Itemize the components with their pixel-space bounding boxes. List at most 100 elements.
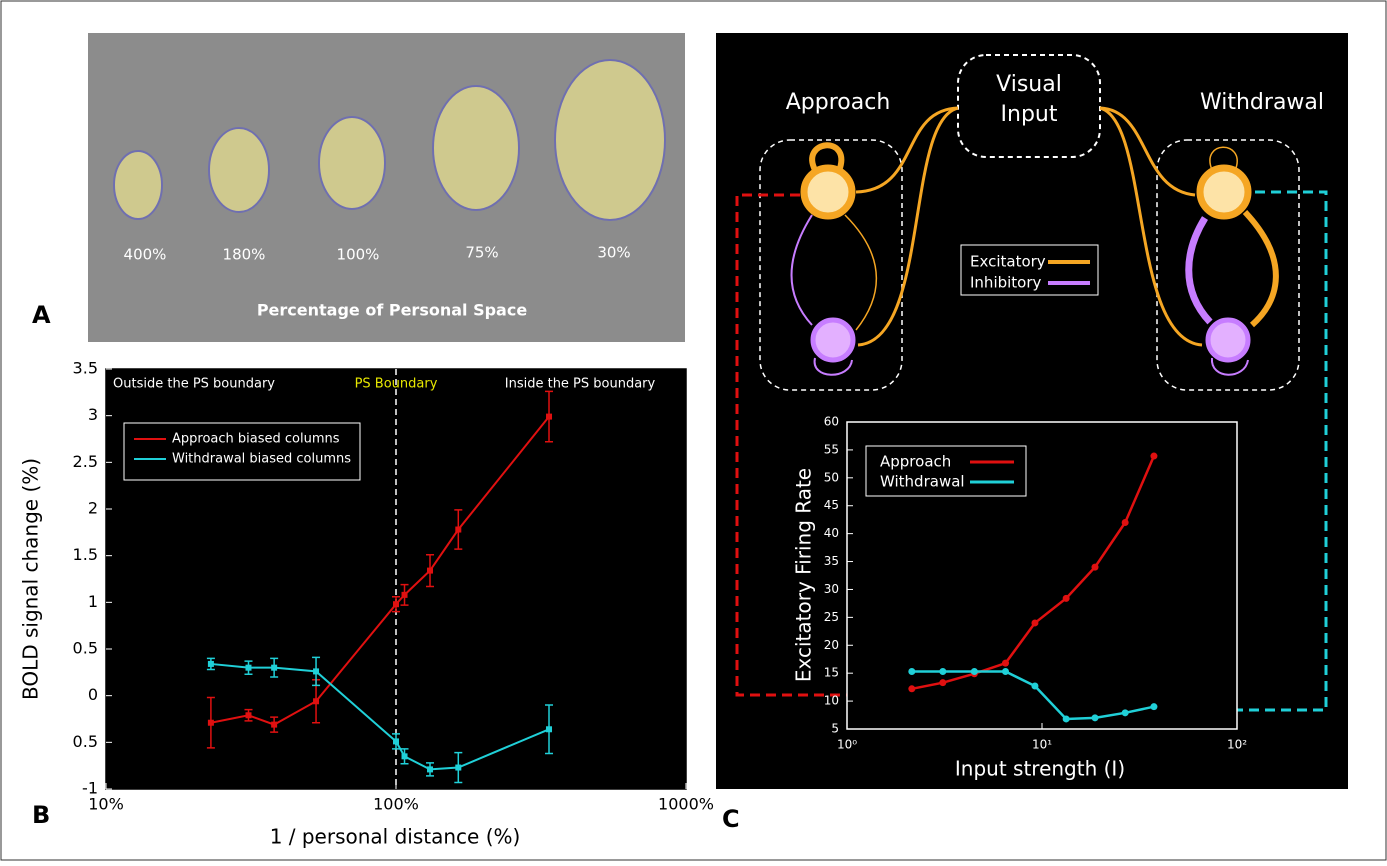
point [393,601,399,608]
x-tick-label: 100% [373,795,419,814]
face [113,150,163,220]
y-tick-label: 20 [824,638,839,652]
self-loop [1209,146,1238,171]
point [207,719,214,726]
annotation: PS Boundary [355,377,438,392]
point [455,764,462,771]
face-label: 75% [465,244,498,262]
point [1031,682,1039,690]
point [271,664,278,671]
point [207,660,214,667]
legend-box [865,445,1027,497]
face-label: 180% [223,246,266,264]
diagram-legend [960,244,1099,296]
inhibitory-neuron [810,317,856,363]
y-tick-label: 0 [88,685,98,704]
point [427,567,434,574]
annotation: Inside the PS boundary [505,377,656,392]
point [245,664,252,671]
panel-label: B [32,801,50,829]
panel-a-caption: Percentage of Personal Space [257,301,528,320]
self-loop [813,357,853,376]
point [546,413,553,420]
point [313,698,320,705]
point [1121,518,1129,526]
point [546,726,553,733]
y-tick-label: 30 [824,582,839,596]
cyan-connector [1208,190,1328,712]
point [908,668,916,676]
y-tick-label: 2.5 [73,452,98,471]
legend-box [123,422,361,481]
link [855,106,959,194]
y-tick-label: 0.5 [73,732,98,751]
panel-label: C [722,805,740,833]
y-tick-label: 15 [824,666,839,680]
annotation: Outside the PS boundary [113,377,275,392]
point [1121,709,1129,717]
inhibitory-links [790,214,1249,376]
group-box [759,139,903,391]
legend-label: Approach biased columns [172,432,340,447]
x-tick-label: 10² [1227,738,1247,752]
faces [113,59,666,221]
point [1031,619,1039,627]
input-box [957,54,1101,158]
point [1150,703,1158,711]
y-tick-label: -1 [82,779,98,798]
point [271,721,278,728]
inhibitory-neuron [1205,317,1251,363]
face [554,59,666,221]
face-label: 100% [337,246,380,264]
y-tick-label: 3.5 [73,359,98,378]
point [401,753,408,760]
point [970,668,978,676]
y-tick-label: 55 [824,442,839,456]
y-tick-label: 35 [824,554,839,568]
legend-label: Withdrawal biased columns [172,452,351,467]
y-tick-label: 1 [88,592,98,611]
link [1099,106,1203,347]
point [1091,714,1099,722]
red-connector [735,193,872,697]
y-tick-label: 25 [824,610,839,624]
face-label: 30% [597,244,630,262]
y-tick-label: 0.5 [73,639,98,658]
legend-label: Approach [880,453,951,471]
y-tick-label: 45 [824,498,839,512]
face-label: 400% [124,246,167,264]
face [208,127,270,213]
legend-label: Withdrawal [880,473,965,491]
x-tick-label: 10¹ [1032,738,1052,752]
excitatory-links [809,106,1279,347]
point [939,679,947,687]
self-loop [1210,357,1249,376]
y-tick-label: 3 [88,405,98,424]
y-axis-label: Excitatory Firing Rate [792,468,816,682]
point [939,668,947,676]
link [1185,216,1213,325]
y-tick-label: 60 [824,415,839,429]
self-loop [809,142,845,172]
point [908,685,916,693]
link [857,106,959,347]
link [1099,106,1196,197]
point [1062,715,1070,723]
y-tick-label: 2 [88,499,98,518]
excitatory-neuron [800,164,856,220]
point [393,738,399,745]
x-tick-label: 1000% [658,795,714,814]
node-label: Visual Input [996,72,1062,127]
excitatory-neuron [1196,164,1252,220]
x-axis-label: Input strength (I) [955,757,1125,781]
point [313,668,320,675]
y-tick-label: 50 [824,470,839,484]
y-tick-label: 10 [824,694,839,708]
neurons [800,164,1252,363]
input-label-wrap: Visual Input [996,72,1062,127]
point [1002,668,1010,676]
y-tick-label: 1.5 [73,545,98,564]
legend-label: Inhibitory [970,274,1042,292]
